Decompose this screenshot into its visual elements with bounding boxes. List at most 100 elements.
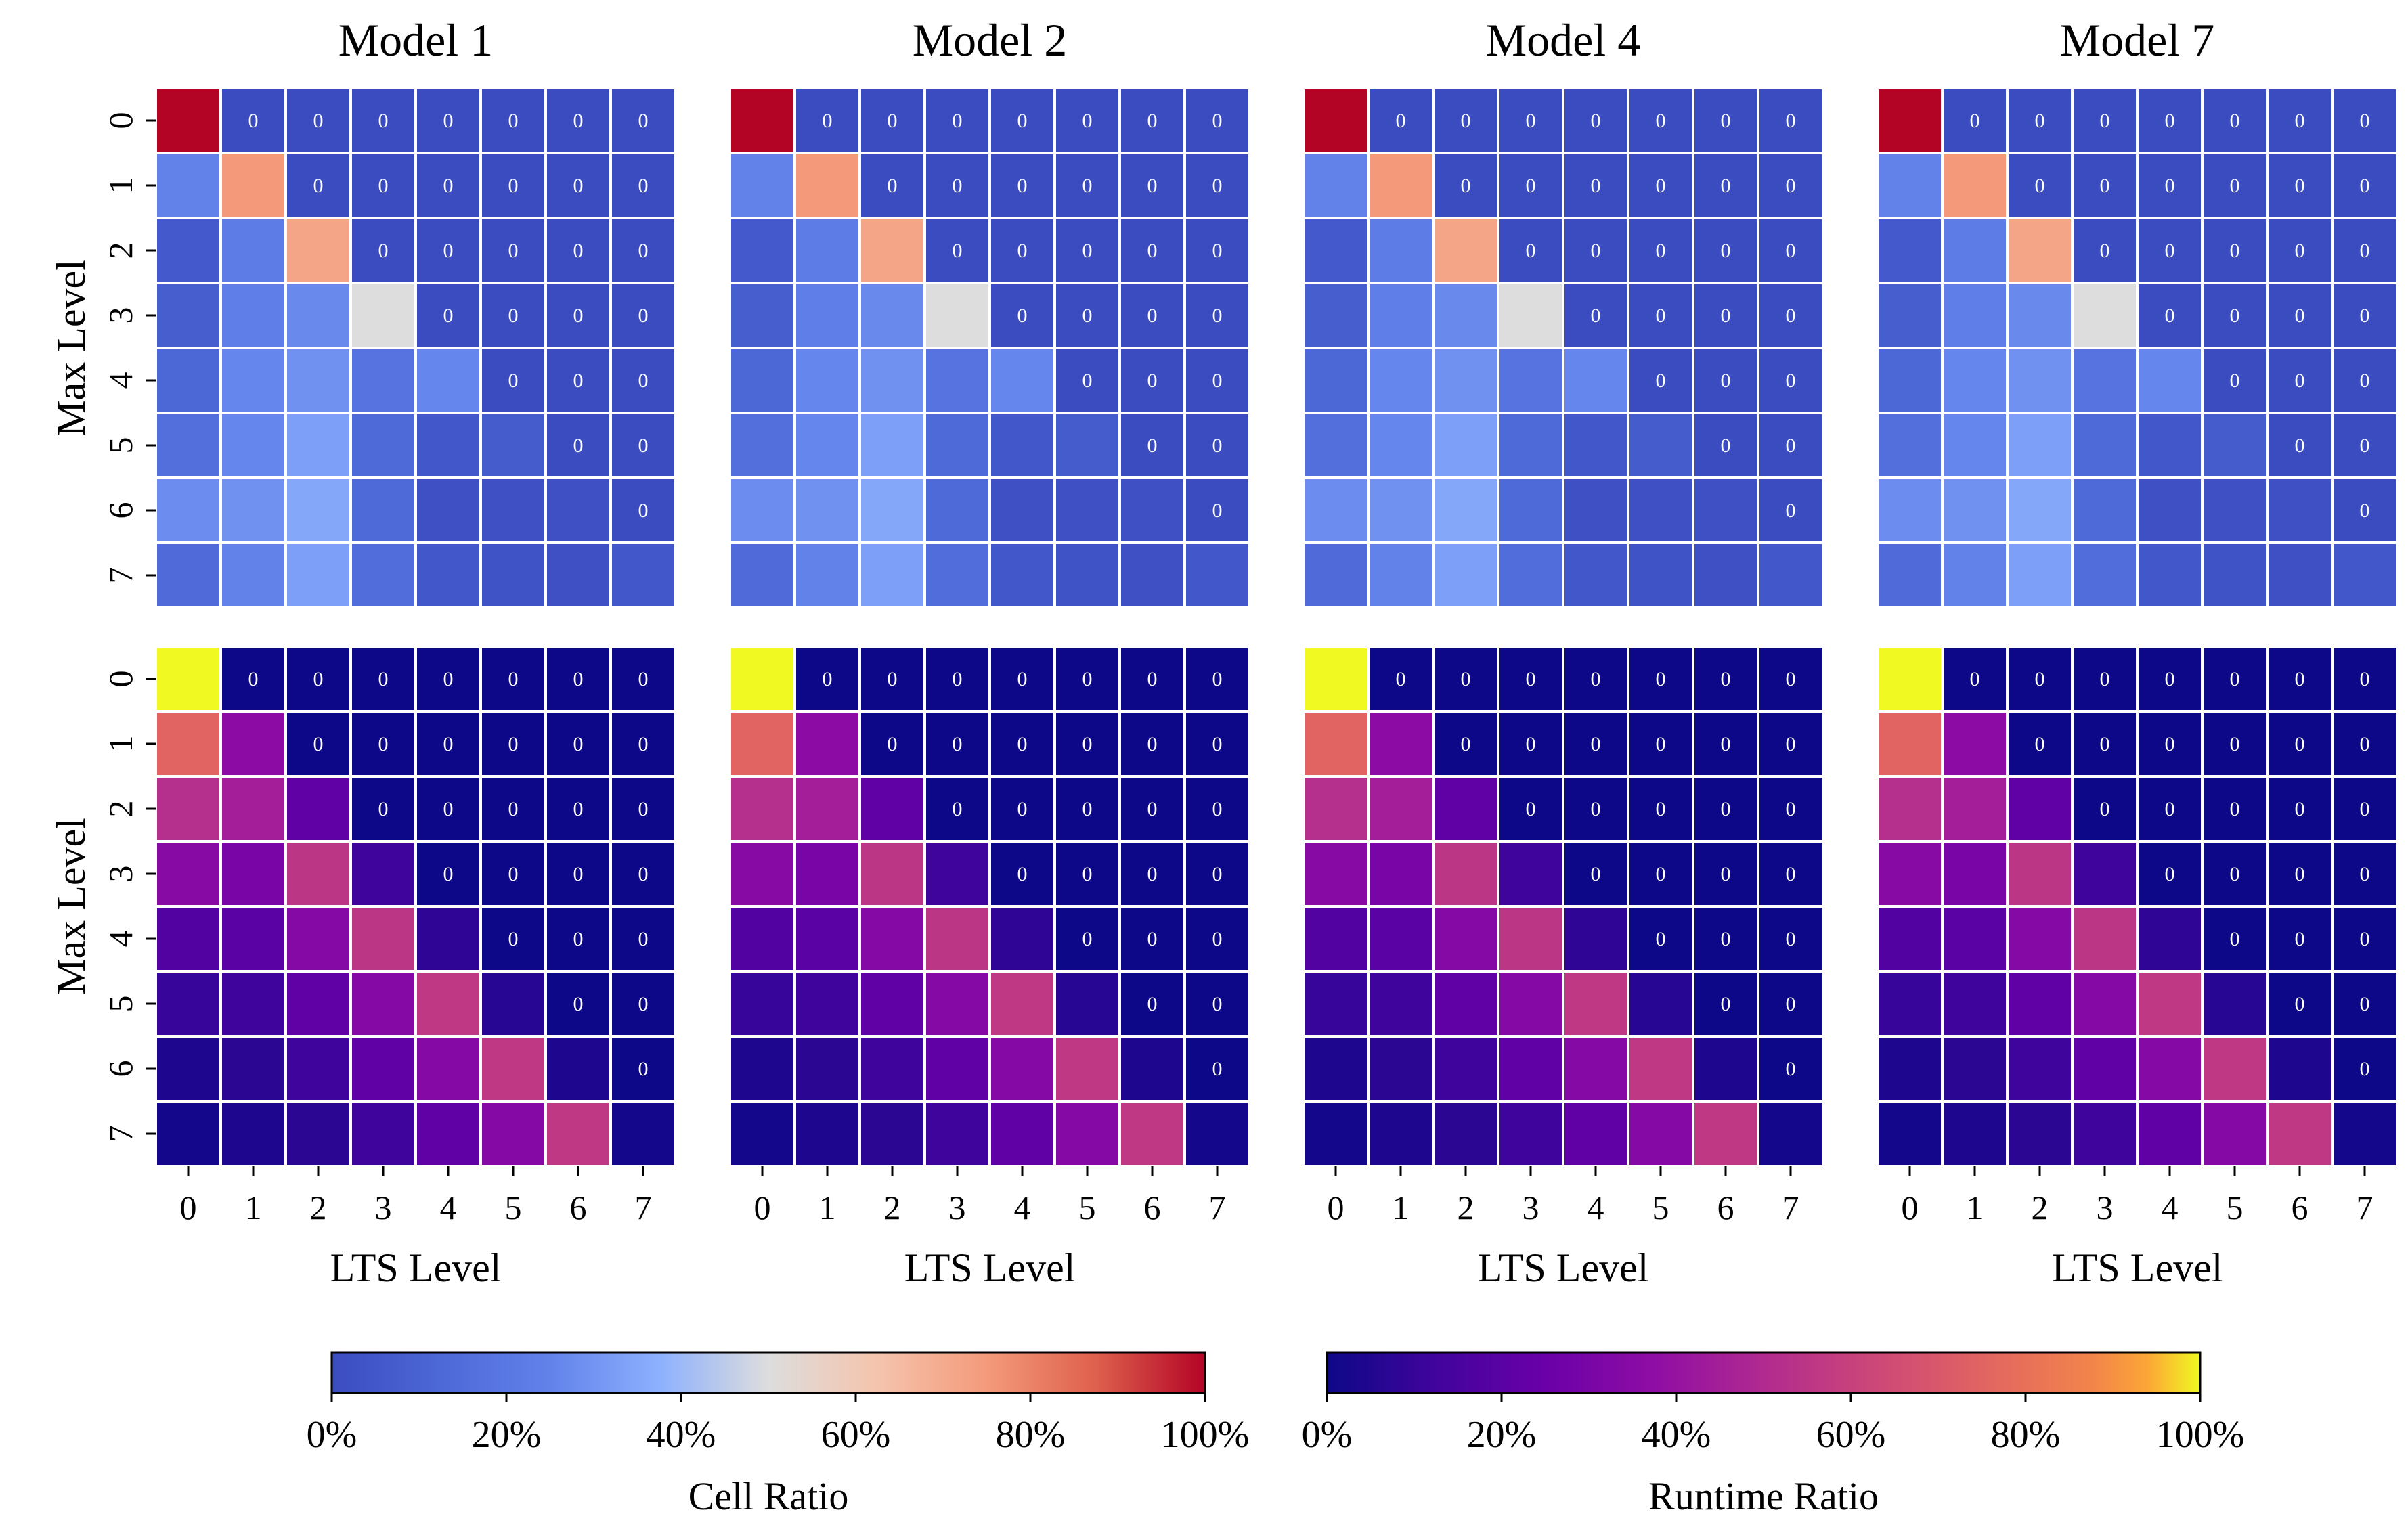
- x-tick-label: 0: [180, 1189, 197, 1226]
- heatmap-cell: [988, 476, 1056, 544]
- cell-annotation: 0: [1212, 668, 1223, 690]
- heatmap-cell: [2331, 970, 2399, 1038]
- cell-annotation: 0: [2230, 863, 2240, 885]
- heatmap-cell: [1053, 476, 1121, 544]
- heatmap-cell: [1692, 347, 1759, 414]
- heatmap-cell: [923, 347, 991, 414]
- x-tick-label: 1: [245, 1189, 262, 1226]
- cell-annotation: 0: [378, 798, 389, 820]
- heatmap-cell: [1876, 970, 1944, 1038]
- heatmap-cell: [154, 412, 222, 479]
- cell-annotation: 0: [1212, 305, 1223, 327]
- heatmap-cell: [1183, 1100, 1251, 1168]
- heatmap-cell: [544, 217, 612, 284]
- panel-title: Model 4: [1486, 14, 1641, 66]
- heatmap-cell: [544, 905, 612, 973]
- heatmap-cell: [923, 1035, 991, 1103]
- cell-annotation: 0: [1656, 928, 1666, 950]
- heatmap-cell: [988, 152, 1056, 219]
- heatmap-cell: [1692, 87, 1759, 154]
- cell-annotation: 0: [313, 175, 324, 197]
- cell-annotation: 0: [2230, 240, 2240, 262]
- cell-annotation: 0: [1786, 175, 1796, 197]
- heatmap-cell: [923, 412, 991, 479]
- cell-annotation: 0: [2295, 863, 2305, 885]
- cell-annotation: 0: [1082, 305, 1093, 327]
- cell-annotation: 0: [508, 110, 519, 132]
- heatmap-cell: [1627, 347, 1694, 414]
- heatmap-cell: [793, 412, 861, 479]
- heatmap-cell: [1627, 840, 1694, 908]
- heatmap-cell: [1183, 217, 1251, 284]
- x-tick-label: 3: [1523, 1189, 1539, 1226]
- cell-annotation: 0: [2035, 668, 2045, 690]
- heatmap-cell: [1367, 282, 1435, 349]
- heatmap-cell: [2071, 282, 2139, 349]
- heatmap-cell: [479, 347, 547, 414]
- cell-annotation: 0: [1786, 863, 1796, 885]
- heatmap-cell: [609, 645, 677, 713]
- cell-annotation: 0: [1721, 993, 1731, 1015]
- cell-annotation: 0: [1147, 305, 1158, 327]
- heatmap-cell: [1757, 1100, 1824, 1168]
- heatmap-cell: [414, 282, 482, 349]
- heatmap-cell: [2136, 970, 2204, 1038]
- cell-annotation: 0: [1721, 240, 1731, 262]
- heatmap-cell: [1432, 152, 1499, 219]
- heatmap-cell: [2331, 840, 2399, 908]
- heatmap-runtime-m3: 0 0 0 0 0 0 0 0 0 0 0 0 0 0 0 0 0 0 0 0 0 0 0 0 0 0 0 0 0 1 2 3 4 5 6 7 LTS …: [1302, 645, 1824, 1290]
- cell-annotation: 0: [508, 928, 519, 950]
- heatmap-cell: [1941, 347, 2009, 414]
- heatmap-cell: [414, 1100, 482, 1168]
- heatmap-cell: [1118, 412, 1186, 479]
- heatmap-cell: [1692, 412, 1759, 479]
- heatmap-cell: [414, 347, 482, 414]
- heatmap-cell: [793, 87, 861, 154]
- cell-annotation: 0: [1591, 668, 1601, 690]
- cell-annotation: 0: [638, 305, 649, 327]
- cell-annotation: 0: [638, 863, 649, 885]
- cell-annotation: 0: [2230, 110, 2240, 132]
- heatmap-cell: [793, 840, 861, 908]
- heatmap-cell: [1432, 905, 1499, 973]
- cell-annotation: 0: [378, 668, 389, 690]
- heatmap-cell: [544, 1035, 612, 1103]
- heatmap-cell: [154, 282, 222, 349]
- heatmap-cell: [2136, 412, 2204, 479]
- cell-annotation: 0: [313, 668, 324, 690]
- cell-annotation: 0: [638, 175, 649, 197]
- x-tick-label: 7: [2357, 1189, 2373, 1226]
- cell-annotation: 0: [1786, 500, 1796, 522]
- cell-annotation: 0: [508, 733, 519, 755]
- heatmap-cell: [1562, 970, 1629, 1038]
- heatmap-cell: [923, 710, 991, 778]
- heatmap-cell: [1757, 970, 1824, 1038]
- cell-annotation: 0: [1591, 798, 1601, 820]
- heatmap-cell: [2331, 217, 2399, 284]
- cell-annotation: 0: [888, 668, 898, 690]
- cell-annotation: 0: [573, 668, 584, 690]
- heatmap-cell: [2136, 840, 2204, 908]
- heatmap-cell: [858, 347, 926, 414]
- heatmap-cell: [544, 282, 612, 349]
- heatmap-cell: [479, 840, 547, 908]
- heatmap-cell: [1497, 1035, 1564, 1103]
- cell-annotation: 0: [443, 798, 454, 820]
- heatmap-cell: [1692, 541, 1759, 609]
- cell-annotation: 0: [1721, 435, 1731, 457]
- heatmap-cell: [414, 905, 482, 973]
- cell-annotation: 0: [1526, 668, 1536, 690]
- heatmap-cell: [479, 476, 547, 544]
- heatmap-cell: [349, 840, 417, 908]
- heatmap-cell: [1053, 1100, 1121, 1168]
- heatmap-cell: [1876, 347, 1944, 414]
- heatmap-cell: [284, 840, 352, 908]
- heatmap-cell: [2006, 1100, 2074, 1168]
- cell-annotation: 0: [1721, 733, 1731, 755]
- heatmap-cell: [1562, 217, 1629, 284]
- heatmap-cell: [858, 840, 926, 908]
- heatmap-cell: [1302, 1100, 1370, 1168]
- heatmap-cell: [349, 905, 417, 973]
- cell-annotation: 0: [1526, 240, 1536, 262]
- heatmap-cell: [728, 710, 796, 778]
